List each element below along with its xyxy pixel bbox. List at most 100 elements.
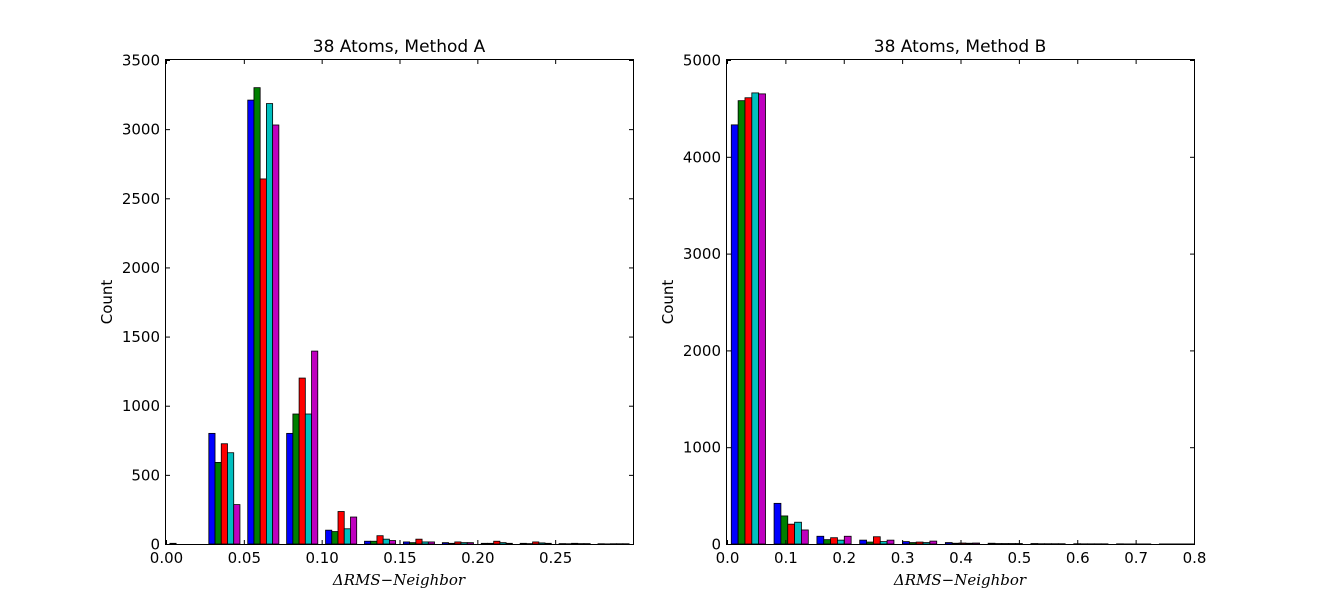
- histogram-bar: [519, 542, 527, 545]
- histogram-bar: [402, 541, 411, 545]
- histogram-bar: [233, 504, 241, 545]
- histogram-bar: [951, 542, 960, 545]
- x-tick-label: 0.15: [383, 549, 416, 567]
- x-tick-label: 0.7: [1124, 549, 1148, 567]
- histogram-bar: [965, 542, 974, 545]
- histogram-bar: [208, 432, 216, 545]
- x-tick-label: 0.8: [1183, 549, 1207, 567]
- histogram-bar: [737, 100, 746, 545]
- chart-a-ylabel: Count: [98, 280, 116, 325]
- histogram-bar: [370, 540, 378, 545]
- chart-a-bars: [169, 87, 630, 545]
- y-tick-label: 2000: [122, 259, 160, 277]
- histogram-bar: [886, 539, 895, 545]
- histogram-bar: [866, 541, 874, 545]
- x-tick-label: 0.5: [1007, 549, 1031, 567]
- histogram-bar: [902, 541, 910, 545]
- histogram-bar: [773, 502, 782, 545]
- histogram-bar: [972, 542, 980, 545]
- histogram-bar: [487, 542, 495, 545]
- histogram-bar: [505, 542, 513, 545]
- y-tick-label: 2500: [122, 190, 160, 208]
- histogram-bar: [480, 542, 488, 545]
- histogram-bar: [493, 540, 501, 545]
- histogram-bar: [787, 523, 796, 545]
- chart-b-xlabel: ΔRMS−Neighbor: [893, 571, 1027, 589]
- histogram-bar: [571, 542, 579, 545]
- chart-b-ticks: 0.0 0.1 0.2 0.3 0.4 0.5 0.6 0.7 0.8 0 1000 2000 3000…: [683, 52, 1207, 568]
- histogram-bar: [544, 542, 552, 545]
- histogram-bar: [337, 511, 345, 545]
- histogram-bar: [794, 521, 802, 545]
- histogram-bar: [454, 541, 462, 545]
- histogram-bar: [538, 542, 546, 545]
- x-tick-label: 0.10: [305, 549, 338, 567]
- chart-b-frame: [726, 59, 1195, 545]
- histogram-bar: [499, 542, 507, 545]
- histogram-bar: [532, 541, 540, 545]
- histogram-bar: [304, 413, 312, 545]
- histogram-bar: [376, 535, 384, 545]
- histogram-bar: [958, 542, 967, 545]
- x-tick-label: 0.1: [774, 549, 798, 567]
- histogram-bar: [823, 539, 832, 545]
- histogram-bar: [253, 87, 261, 545]
- histogram-bar: [837, 539, 845, 545]
- y-tick-label: 5000: [683, 52, 721, 70]
- y-tick-label: 1500: [122, 328, 160, 346]
- chart-a-xlabel: ΔRMS−Neighbor: [332, 571, 466, 589]
- x-tick-label: 0.05: [228, 549, 261, 567]
- histogram-bar: [460, 542, 468, 545]
- chart-a-title: 38 Atoms, Method A: [313, 37, 486, 57]
- histogram-bar: [987, 542, 996, 545]
- histogram-bar: [298, 377, 306, 545]
- histogram-bar: [448, 542, 456, 545]
- x-tick-label: 0.0: [716, 549, 740, 567]
- x-tick-label: 0.25: [539, 549, 572, 567]
- histogram-bar: [830, 537, 838, 545]
- y-tick-label: 1000: [122, 397, 160, 415]
- histogram-bar: [331, 531, 339, 545]
- y-tick-label: 2000: [683, 342, 721, 360]
- x-tick-label: 0.3: [891, 549, 915, 567]
- y-tick-label: 500: [131, 466, 160, 484]
- histogram-bar: [908, 542, 917, 545]
- histogram-bar: [388, 540, 397, 545]
- histogram-bar: [266, 103, 274, 545]
- histogram-bar: [382, 538, 390, 545]
- histogram-bar: [1008, 543, 1016, 545]
- chart-a-ticks: 0.00 0.05 0.10 0.15 0.20 0.25 0 500 1000 1500 2000…: [122, 52, 633, 567]
- histogram-bar: [944, 542, 953, 545]
- histogram-bar: [922, 542, 931, 545]
- histogram-bar: [409, 542, 417, 545]
- histogram-bar: [169, 542, 177, 545]
- histogram-bar: [929, 540, 938, 545]
- histogram-bar: [801, 529, 809, 545]
- chart-method-b: 38 Atoms, Method B Count ΔRMS−Neighbor 0…: [659, 37, 1206, 589]
- histogram-bar: [292, 413, 300, 545]
- histogram-bar: [744, 97, 753, 545]
- chart-b-ylabel: Count: [659, 280, 677, 325]
- histogram-bar: [350, 516, 358, 545]
- x-tick-label: 0.2: [832, 549, 856, 567]
- histogram-bar: [286, 432, 294, 545]
- histogram-bar: [220, 443, 228, 545]
- histogram-bar: [415, 538, 423, 545]
- histogram-bar: [343, 528, 351, 545]
- histogram-bar: [325, 529, 333, 545]
- y-tick-label: 1000: [683, 439, 721, 457]
- chart-method-a: 38 Atoms, Method A Count ΔRMS−Neighbor 0…: [98, 37, 634, 589]
- histogram-bar: [466, 542, 474, 545]
- chart-b-title: 38 Atoms, Method B: [874, 37, 1046, 57]
- histogram-bar: [272, 124, 280, 545]
- histogram-bar: [1030, 543, 1039, 545]
- histogram-bar: [758, 93, 766, 545]
- histogram-bar: [247, 99, 255, 545]
- histogram-bar: [441, 542, 449, 545]
- histogram-bar: [227, 452, 235, 545]
- histogram-bar: [994, 543, 1003, 545]
- histogram-bar: [879, 541, 888, 545]
- histogram-bar: [421, 541, 429, 545]
- histogram-bar: [214, 462, 222, 545]
